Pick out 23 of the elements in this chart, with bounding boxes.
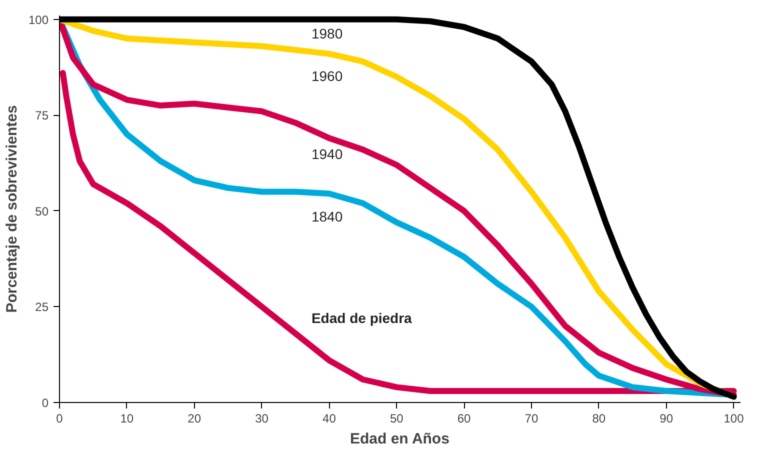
series-label: 1960 <box>311 68 343 84</box>
y-tick-label: 50 <box>35 204 49 218</box>
x-tick-label: 30 <box>255 412 269 426</box>
x-tick-label: 0 <box>56 412 64 426</box>
y-tick-label: 25 <box>35 300 49 314</box>
y-axis-title: Porcentaje de sobrevivientes <box>3 105 20 313</box>
y-tick-label: 75 <box>35 108 49 123</box>
series-label: 1980 <box>311 25 343 42</box>
x-tick-label: 60 <box>457 412 472 426</box>
x-axis-title: Edad en Años <box>350 430 450 448</box>
y-tick-label: 0 <box>42 396 49 410</box>
y-tick-label: 100 <box>28 12 49 27</box>
x-tick-label: 50 <box>390 412 404 426</box>
x-tick-label: 80 <box>592 412 606 426</box>
x-tick-label: 20 <box>188 412 202 426</box>
x-tick-label: 100 <box>724 412 744 426</box>
series-label: 1840 <box>311 208 343 225</box>
series-label: 1940 <box>311 146 343 162</box>
series-label: Edad de piedra <box>311 310 412 326</box>
x-tick-label: 10 <box>120 412 134 426</box>
x-tick-label: 90 <box>660 412 674 426</box>
x-tick-label: 40 <box>322 412 336 426</box>
x-tick-label: 70 <box>524 412 538 426</box>
